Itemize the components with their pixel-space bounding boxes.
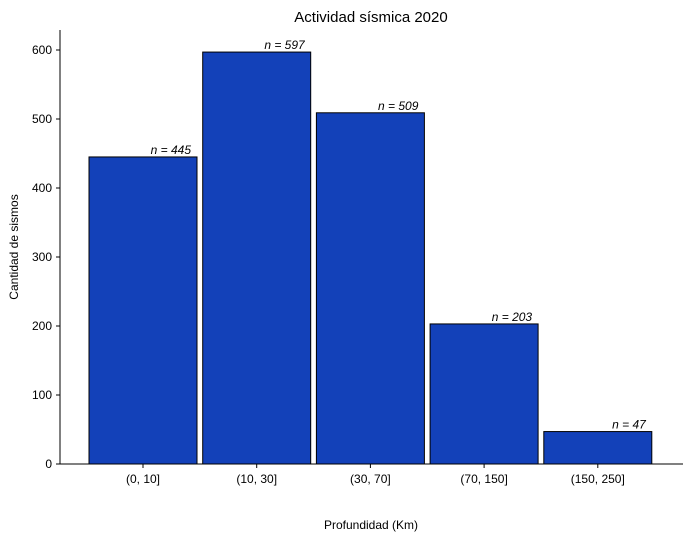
- bar-labels-group: n = 445 n = 597 n = 509 n = 203 n = 47: [151, 38, 647, 432]
- bar-label-0: n = 445: [151, 143, 192, 157]
- bar-label-4: n = 47: [612, 418, 647, 432]
- chart-title: Actividad sísmica 2020: [294, 9, 447, 26]
- x-tick-label-4: (150, 250]: [571, 472, 625, 486]
- y-tick-label-2: 200: [32, 319, 52, 333]
- bars-group: [88, 51, 653, 465]
- y-ticks-group: 0 100 200 300 400 500 600: [32, 43, 60, 471]
- bar-label-3: n = 203: [492, 310, 533, 324]
- x-ticks-group: (0, 10] (10, 30] (30, 70] (70, 150] (150, 25…: [126, 464, 625, 486]
- y-tick-label-1: 100: [32, 388, 52, 402]
- x-tick-label-1: (10, 30]: [236, 472, 277, 486]
- bar-label-2: n = 509: [378, 99, 419, 113]
- y-tick-label-4: 400: [32, 181, 52, 195]
- y-tick-label-6: 600: [32, 43, 52, 57]
- y-tick-label-0: 0: [45, 457, 52, 471]
- bar-label-1: n = 597: [264, 38, 306, 52]
- x-tick-label-0: (0, 10]: [126, 472, 160, 486]
- bar-2: [315, 112, 425, 465]
- y-axis-label: Cantidad de sismos: [7, 194, 21, 299]
- bar-0: [88, 156, 198, 465]
- bar-4: [543, 431, 653, 465]
- bar-1: [202, 51, 312, 465]
- y-tick-label-5: 500: [32, 112, 52, 126]
- x-tick-label-3: (70, 150]: [460, 472, 507, 486]
- x-tick-label-2: (30, 70]: [350, 472, 391, 486]
- x-axis-label: Profundidad (Km): [324, 518, 418, 532]
- y-tick-label-3: 300: [32, 250, 52, 264]
- bar-3: [429, 323, 539, 465]
